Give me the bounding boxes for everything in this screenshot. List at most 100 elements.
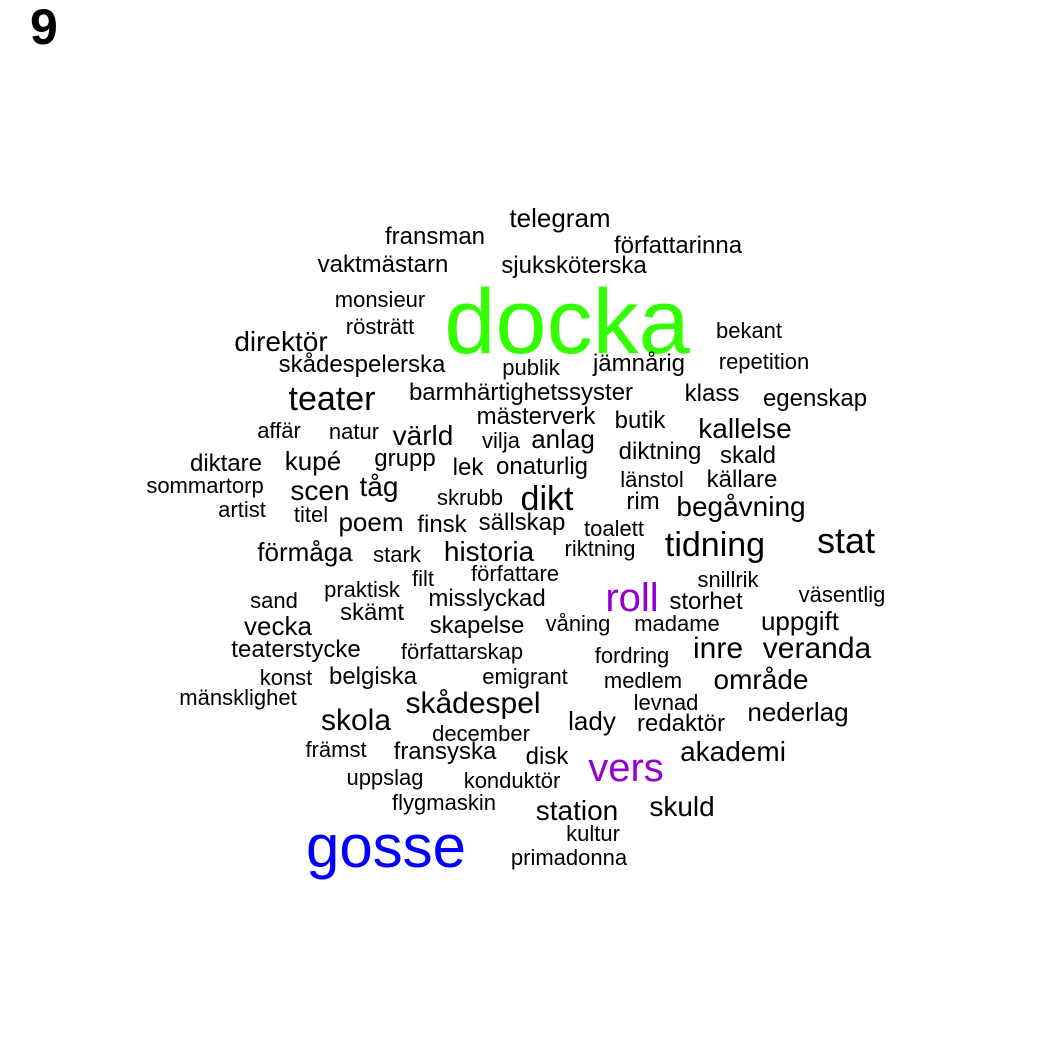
word-fordring: fordring — [594, 643, 670, 668]
panel-label: 9 — [30, 0, 58, 55]
word-tåg: tåg — [359, 471, 399, 502]
word-barmhärtighetssyster: barmhärtighetssyster — [408, 379, 634, 406]
word-källare: källare — [706, 466, 778, 493]
word-kupé: kupé — [284, 446, 342, 476]
word-monsieur: monsieur — [334, 287, 426, 312]
word-länstol: länstol — [620, 467, 684, 492]
word-diktare: diktare — [189, 450, 263, 477]
word-storhet: storhet — [669, 588, 743, 615]
word-uppgift: uppgift — [760, 606, 840, 636]
word-nederlag: nederlag — [747, 697, 849, 727]
word-skämt: skämt — [339, 599, 405, 626]
word-medlem: medlem — [603, 668, 683, 693]
word-förmåga: förmåga — [257, 537, 353, 567]
word-veranda: veranda — [762, 632, 872, 665]
word-våning: våning — [545, 611, 611, 636]
word-uppslag: uppslag — [346, 765, 424, 790]
word-skuld: skuld — [649, 791, 715, 822]
word-sjuksköterska: sjuksköterska — [501, 252, 647, 279]
word-tidning: tidning — [664, 526, 766, 564]
word-område: område — [713, 664, 809, 695]
word-kultur: kultur — [566, 821, 620, 846]
word-disk: disk — [525, 743, 569, 770]
word-fransman: fransman — [384, 223, 486, 250]
word-roll: roll — [605, 576, 659, 620]
word-bekant: bekant — [715, 318, 783, 343]
word-madame: madame — [634, 611, 720, 636]
word-konduktör: konduktör — [463, 768, 561, 793]
word-författarskap: författarskap — [400, 639, 524, 664]
word-vaktmästarn: vaktmästarn — [317, 251, 449, 278]
word-levnad: levnad — [633, 690, 699, 715]
word-författare: författare — [470, 561, 560, 586]
word-direktör: direktör — [234, 326, 328, 357]
word-sällskap: sällskap — [478, 509, 566, 536]
word-diktning: diktning — [618, 438, 702, 465]
word-filt: filt — [412, 566, 434, 591]
word-gosse: gosse — [305, 813, 467, 880]
word-publik: publik — [502, 355, 560, 380]
word-emigrant: emigrant — [482, 664, 568, 689]
word-vers: vers — [588, 746, 664, 790]
word-lek: lek — [452, 454, 484, 481]
word-poem: poem — [338, 507, 404, 537]
word-historia: historia — [443, 536, 535, 567]
word-repetition: repetition — [718, 349, 810, 374]
word-snillrik: snillrik — [697, 567, 759, 592]
word-redaktör: redaktör — [636, 710, 726, 737]
word-telegram: telegram — [509, 203, 611, 233]
word-skald: skald — [719, 442, 777, 469]
word-begåvning: begåvning — [676, 491, 806, 522]
word-akademi: akademi — [680, 736, 786, 767]
word-affär: affär — [257, 418, 301, 443]
word-anlag: anlag — [531, 424, 595, 454]
word-primadonna: primadonna — [510, 845, 628, 870]
word-sommartorp: sommartorp — [146, 473, 264, 498]
word-december: december — [432, 721, 530, 746]
word-skapelse: skapelse — [429, 612, 525, 639]
word-grupp: grupp — [374, 445, 436, 472]
word-dikt: dikt — [520, 480, 574, 518]
word-praktisk: praktisk — [324, 577, 400, 602]
word-rösträtt: rösträtt — [345, 314, 415, 339]
word-skrubb: skrubb — [436, 485, 504, 510]
word-onaturlig: onaturlig — [495, 453, 589, 480]
word-mästerverk: mästerverk — [476, 403, 596, 430]
word-stark: stark — [373, 542, 421, 567]
word-finsk: finsk — [417, 511, 467, 538]
word-klass: klass — [684, 380, 740, 407]
word-flygmaskin: flygmaskin — [392, 790, 496, 815]
word-vilja: vilja — [482, 428, 520, 453]
word-främst: främst — [305, 737, 367, 762]
word-artist: artist — [218, 497, 266, 522]
word-väsentlig: väsentlig — [798, 582, 886, 607]
word-konst: konst — [259, 665, 313, 690]
word-teaterstycke: teaterstycke — [231, 636, 361, 663]
word-kallelse: kallelse — [698, 413, 792, 444]
word-vecka: vecka — [244, 611, 312, 641]
word-butik: butik — [614, 407, 666, 434]
word-belgiska: belgiska — [328, 663, 418, 690]
word-mänsklighet: mänsklighet — [179, 685, 297, 710]
word-inre: inre — [692, 632, 744, 665]
word-skådespelerska: skådespelerska — [278, 351, 446, 378]
word-scen: scen — [290, 475, 350, 506]
word-skola: skola — [320, 704, 392, 737]
word-fransyska: fransyska — [393, 738, 497, 765]
word-station: station — [535, 795, 619, 826]
word-sand: sand — [250, 588, 298, 613]
word-stat: stat — [816, 520, 876, 561]
word-misslyckad: misslyckad — [428, 585, 546, 612]
word-författarinna: författarinna — [613, 232, 743, 259]
word-värld: värld — [392, 420, 454, 451]
word-rim: rim — [626, 488, 660, 515]
word-jämnårig: jämnårig — [592, 350, 686, 377]
word-skådespel: skådespel — [405, 687, 541, 720]
word-riktning: riktning — [564, 536, 636, 561]
word-docka: docka — [444, 271, 690, 373]
word-teater: teater — [288, 380, 376, 418]
word-egenskap: egenskap — [762, 385, 868, 412]
word-natur: natur — [328, 419, 380, 444]
word-titel: titel — [293, 502, 329, 527]
